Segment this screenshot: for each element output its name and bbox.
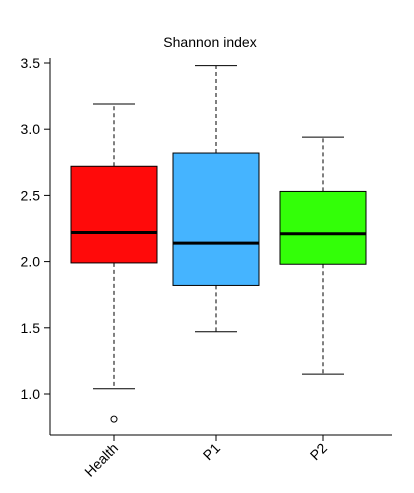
- y-tick-label: 2.5: [21, 187, 41, 203]
- y-tick-label: 3.5: [21, 55, 41, 71]
- box-series: [70, 65, 367, 423]
- box-p1: [172, 65, 260, 333]
- box-p2: [279, 136, 367, 375]
- x-axis-ticks: Health P1 P2: [81, 435, 330, 480]
- box-body: [172, 152, 260, 286]
- x-tick-label: P2: [307, 440, 331, 464]
- y-axis-ticks: 1.0 1.5 2.0 2.5 3.0 3.5: [21, 55, 50, 402]
- y-tick-label: 2.0: [21, 254, 41, 270]
- y-tick-label: 1.5: [21, 320, 41, 336]
- chart-title: Shannon index: [163, 34, 256, 50]
- y-tick-label: 1.0: [21, 386, 41, 402]
- box-body: [70, 165, 158, 264]
- box-health: [70, 103, 158, 423]
- box-body: [279, 190, 367, 265]
- x-tick-label: Health: [81, 440, 121, 480]
- outlier-point: [110, 415, 118, 423]
- y-tick-label: 3.0: [21, 121, 41, 137]
- x-tick-label: P1: [200, 440, 224, 464]
